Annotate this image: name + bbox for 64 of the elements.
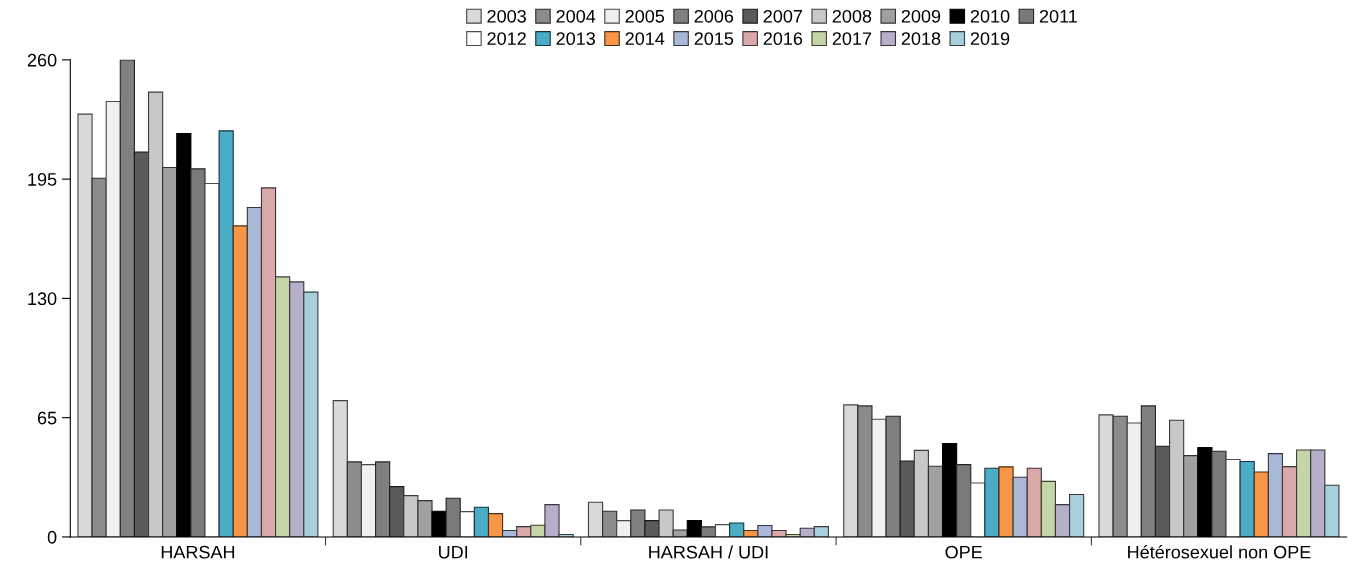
bar [218,130,234,537]
legend-label: 2019 [970,32,1010,46]
bar [1112,415,1128,537]
legend-label: 2009 [901,9,941,23]
bar [204,182,220,537]
bar [1253,471,1269,537]
bar [970,482,986,537]
bar [843,404,859,537]
y-tick-label: 0 [47,530,57,544]
bar [232,225,248,537]
bar [246,207,263,537]
bar [871,418,887,537]
x-tick-label: HARSAH [161,545,235,559]
legend-label: 2011 [1039,9,1077,23]
bar [587,501,604,537]
x-tick-label: UDI [439,545,468,559]
x-tick-label: OPE [945,545,982,559]
bar [729,522,745,537]
legend-label: 2003 [487,9,526,23]
bar [956,464,972,537]
legend-label: 2015 [694,32,734,46]
y-tick-label: 260 [27,53,57,67]
bar [445,497,461,537]
bar [260,187,277,537]
legend-label: 2014 [625,32,665,46]
bar [602,510,618,537]
legend-label: 2016 [763,32,803,46]
bar [998,466,1014,537]
y-tick-label: 195 [28,173,57,186]
bar [757,525,773,537]
bar [984,467,1000,537]
bar [360,464,377,537]
bar [1026,467,1042,537]
bar [857,405,873,537]
legend-label: 2005 [625,9,665,23]
bar [1267,453,1284,537]
bar [473,506,490,537]
bar [91,177,107,537]
y-tick-label: 130 [28,292,57,306]
legend-label: 2018 [901,32,941,46]
bar [1098,414,1114,537]
bar [190,168,206,537]
bar [1211,450,1227,537]
x-tick-label: HARSAH / UDI [649,545,768,559]
legend-label: 2007 [763,9,803,23]
x-tick-label: Hétérosexuel non OPE [1128,545,1311,559]
legend-label: 2006 [694,9,734,23]
bar [1225,458,1241,537]
bar [346,461,363,537]
bar [105,100,121,537]
bar [332,400,348,537]
y-tick-label: 65 [37,411,57,425]
legend-label: 2017 [832,32,872,46]
legend-label: 2008 [832,9,872,23]
bar [1126,422,1142,537]
legend-label: 2004 [556,9,596,23]
bar [487,513,504,537]
legend-label: 2013 [556,32,595,46]
bar [1012,476,1028,537]
legend-label: 2010 [970,9,1010,23]
bar [1281,466,1298,537]
legend-label: 2012 [487,32,526,46]
bar [77,113,93,537]
bar [1239,460,1255,537]
